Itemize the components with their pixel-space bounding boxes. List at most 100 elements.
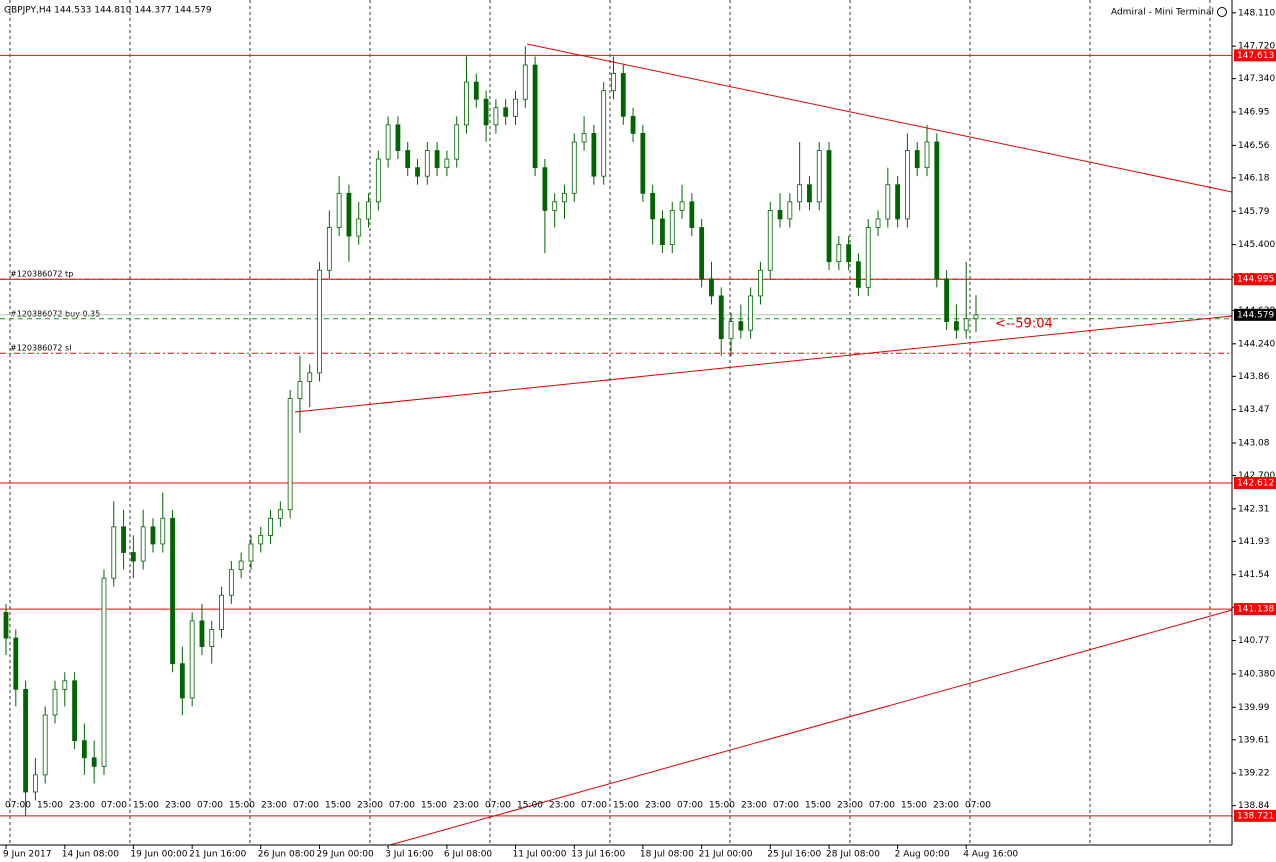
chart-title: GBPJPY,H4 144.533 144.810 144.377 144.57… xyxy=(4,6,212,16)
bid-box xyxy=(1234,308,1276,321)
candle-body xyxy=(366,201,371,220)
candle-body xyxy=(895,184,901,220)
x-tick-label: 4 Aug 16:00 xyxy=(963,850,1018,860)
y-tick-label: 142.31 xyxy=(1238,504,1270,514)
candle-body xyxy=(189,620,195,699)
trendline xyxy=(526,43,1233,193)
hour-label: 15:00 xyxy=(133,801,159,811)
candle-body xyxy=(963,318,969,331)
x-tick-label: 19 Jun 00:00 xyxy=(130,850,187,860)
candle-body xyxy=(160,517,166,545)
candle-body xyxy=(238,560,244,571)
y-tick-label: 148.110 xyxy=(1238,8,1275,18)
candle-body xyxy=(787,201,793,220)
candle-body xyxy=(111,526,117,579)
candle-body xyxy=(454,124,460,160)
price-level-box xyxy=(1234,273,1276,286)
hour-label: 07:00 xyxy=(581,801,607,811)
candle-body xyxy=(464,81,469,126)
candle-body xyxy=(434,150,440,169)
candle-body xyxy=(395,124,401,151)
candle-body xyxy=(199,620,205,647)
price-level-label: 147.613 xyxy=(1237,51,1274,61)
y-tick-label: 147.340 xyxy=(1238,74,1275,84)
hour-label: 15:00 xyxy=(613,801,639,811)
candle-body xyxy=(3,611,9,639)
candle-body xyxy=(669,209,675,246)
candle-body xyxy=(650,192,656,220)
x-tick-label: 9 Jun 2017 xyxy=(3,850,51,860)
y-tick-label: 143.08 xyxy=(1238,439,1270,449)
x-tick-label: 29 Jun 00:00 xyxy=(317,850,374,860)
price-level-box xyxy=(1234,477,1276,490)
candle-body xyxy=(601,90,607,177)
candle-body xyxy=(277,509,283,519)
candle-body xyxy=(562,192,567,203)
candle-body xyxy=(914,150,920,169)
hour-label: 23:00 xyxy=(549,801,575,811)
candle-body xyxy=(13,637,19,690)
candle-body xyxy=(32,774,38,793)
hour-label: 23:00 xyxy=(933,801,959,811)
trendline xyxy=(294,315,1233,413)
order-label: #120386072 buy 0.35 xyxy=(10,309,100,318)
candle-body xyxy=(581,133,587,143)
hour-label: 07:00 xyxy=(965,801,991,811)
candle-body xyxy=(179,663,185,699)
candle-body xyxy=(444,158,450,169)
candle-body xyxy=(660,218,665,246)
candle-body xyxy=(846,244,852,263)
candle-body xyxy=(875,218,881,228)
candle-body xyxy=(42,714,48,776)
hour-label: 07:00 xyxy=(677,801,703,811)
candle-body xyxy=(905,150,910,220)
price-level-label: 144.995 xyxy=(1237,275,1274,285)
y-tick-label: 146.56 xyxy=(1238,141,1270,151)
x-tick-label: 26 Jun 08:00 xyxy=(258,850,315,860)
hour-label: 15:00 xyxy=(229,801,255,811)
candle-body xyxy=(170,517,175,665)
candle-body xyxy=(689,201,695,228)
trendlines xyxy=(294,43,1233,846)
y-tick-label: 139.22 xyxy=(1238,769,1270,779)
hour-label: 07:00 xyxy=(5,801,31,811)
candle-body xyxy=(23,688,28,793)
bid-label: 144.579 xyxy=(1237,310,1274,320)
hour-label: 07:00 xyxy=(869,801,895,811)
candle-body xyxy=(248,543,254,562)
y-tick-label: 143.86 xyxy=(1238,372,1270,382)
candle-body xyxy=(81,740,87,759)
candle-body xyxy=(385,124,391,160)
x-tick-label: 21 Jun 16:00 xyxy=(189,850,246,860)
countdown: <--59:04 xyxy=(995,317,1053,332)
hour-label: 23:00 xyxy=(645,801,671,811)
y-tick-label: 144.240 xyxy=(1238,339,1275,349)
candle-body xyxy=(552,201,558,211)
y-tick-label: 145.79 xyxy=(1238,207,1270,217)
candle-body xyxy=(415,167,420,177)
hour-label: 23:00 xyxy=(261,801,287,811)
hour-label: 23:00 xyxy=(453,801,479,811)
candle-body xyxy=(150,526,156,545)
hour-label: 07:00 xyxy=(485,801,511,811)
hour-label: 23:00 xyxy=(69,801,95,811)
hour-label: 15:00 xyxy=(325,801,351,811)
candle-body xyxy=(503,107,509,117)
hour-label: 15:00 xyxy=(37,801,63,811)
candle-body xyxy=(258,534,264,545)
candle-body xyxy=(513,98,518,117)
candle-body xyxy=(777,209,783,220)
hour-label: 07:00 xyxy=(197,801,223,811)
candle-body xyxy=(954,321,959,331)
hour-label: 15:00 xyxy=(517,801,543,811)
candle-body xyxy=(620,73,626,117)
y-tick-label: 140.380 xyxy=(1238,669,1275,679)
hour-label: 07:00 xyxy=(101,801,127,811)
y-tick-label: 143.47 xyxy=(1238,405,1270,415)
candle-body xyxy=(630,115,636,134)
candle-body xyxy=(679,201,685,211)
hour-label: 07:00 xyxy=(773,801,799,811)
candles xyxy=(3,46,979,816)
candle-body xyxy=(297,381,303,399)
